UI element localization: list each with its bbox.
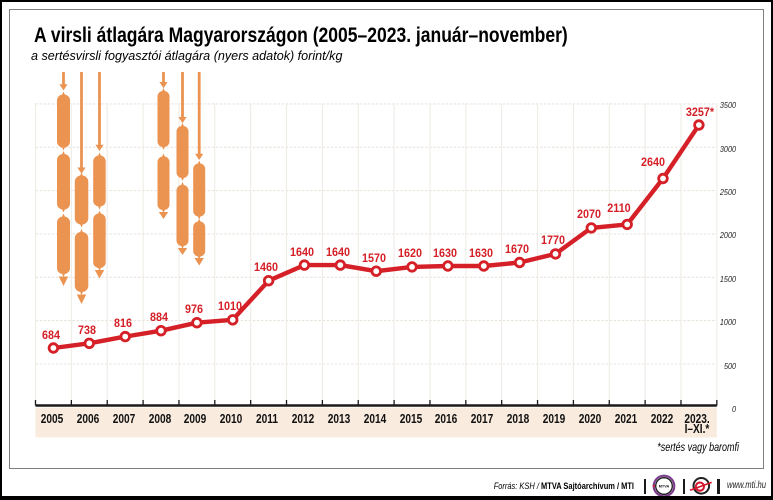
svg-text:MTVA: MTVA — [659, 484, 670, 488]
